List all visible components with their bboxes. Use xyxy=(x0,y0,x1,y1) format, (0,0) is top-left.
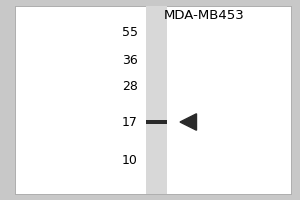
Text: 10: 10 xyxy=(122,154,138,166)
Text: 17: 17 xyxy=(122,116,138,129)
Text: 36: 36 xyxy=(122,53,138,66)
Polygon shape xyxy=(180,114,196,130)
Text: 55: 55 xyxy=(122,25,138,38)
Bar xyxy=(146,120,167,124)
Bar xyxy=(146,6,167,194)
Text: 28: 28 xyxy=(122,80,138,92)
Text: MDA-MB453: MDA-MB453 xyxy=(164,9,244,22)
